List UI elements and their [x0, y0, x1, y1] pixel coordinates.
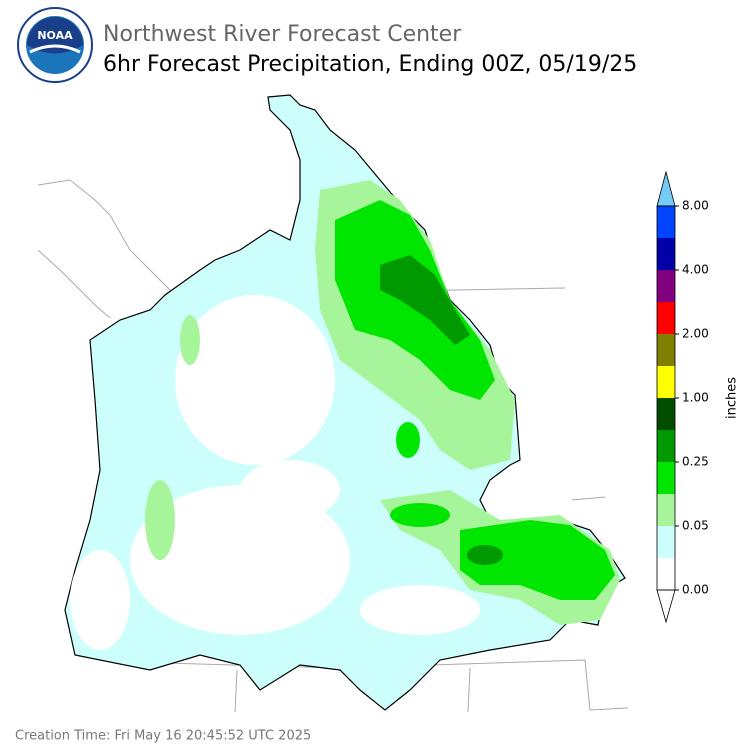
colorbar-segment: [657, 366, 675, 398]
noaa-logo: NOAA: [17, 7, 93, 83]
logo-text: NOAA: [37, 29, 73, 42]
colorbar-segment: [657, 334, 675, 366]
colorbar-tick-label: 1.00: [682, 391, 709, 405]
colorbar-tick-label: 0.00: [682, 583, 709, 597]
colorbar-segment: [657, 494, 675, 526]
agency-title: Northwest River Forecast Center: [103, 22, 462, 47]
colorbar-tick-label: 8.00: [682, 199, 709, 213]
no-precip: [70, 295, 480, 650]
colorbar-tick-label: 0.05: [682, 519, 709, 533]
colorbar-over: [656, 170, 676, 207]
creation-time: Creation Time: Fri May 16 20:45:52 UTC 2…: [15, 729, 311, 744]
colorbar-segment: [657, 526, 675, 558]
colorbar-segment: [657, 270, 675, 302]
colorbar-segment: [657, 302, 675, 334]
heavy-precip: [380, 255, 503, 565]
colorbar-label: inches: [725, 377, 740, 419]
colorbar-segment: [657, 206, 675, 238]
colorbar-under: [656, 589, 676, 624]
colorbar-segment: [657, 462, 675, 494]
basin: [64, 94, 626, 711]
colorbar-tick-label: 2.00: [682, 327, 709, 341]
colorbar: 0.00 0.05 0.25 1.00 2.00 4.00 8.00: [656, 170, 709, 624]
map-title: 6hr Forecast Precipitation, Ending 00Z, …: [103, 52, 637, 77]
colorbar-tick-label: 4.00: [682, 263, 709, 277]
colorbar-segment: [657, 430, 675, 462]
colorbar-segment: [657, 398, 675, 430]
colorbar-segment: [657, 238, 675, 270]
colorbar-tick-label: 0.25: [682, 455, 709, 469]
colorbar-segment: [657, 558, 675, 590]
